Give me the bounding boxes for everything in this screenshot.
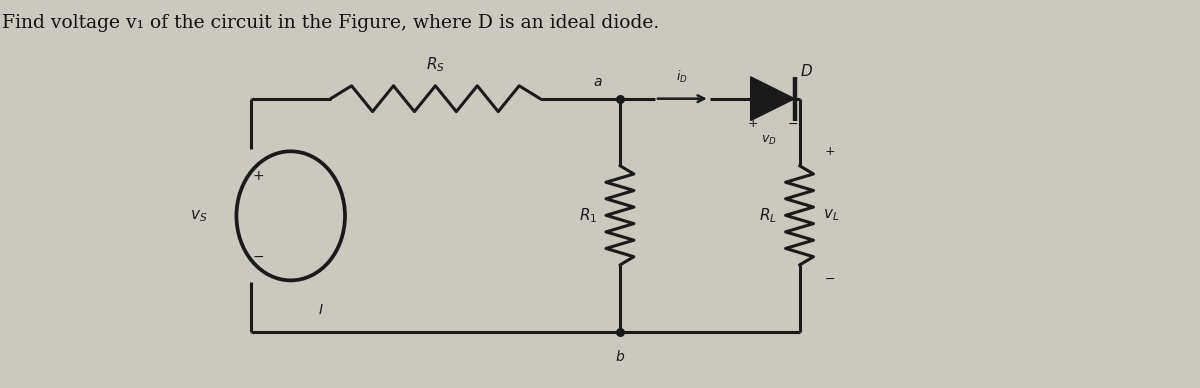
Text: $-$: $-$: [252, 249, 264, 263]
Text: $I$: $I$: [318, 303, 324, 317]
Text: $v_D$: $v_D$: [761, 134, 776, 147]
Text: $R_S$: $R_S$: [426, 55, 445, 74]
Text: $-$: $-$: [787, 117, 798, 130]
Text: $v_S$: $v_S$: [191, 208, 208, 224]
Text: $b$: $b$: [614, 349, 625, 364]
Text: $D$: $D$: [799, 63, 812, 79]
Text: $+$: $+$: [824, 145, 835, 158]
Text: $-$: $-$: [824, 272, 835, 286]
Text: $v_L$: $v_L$: [823, 208, 840, 223]
Text: $i_D$: $i_D$: [677, 69, 689, 85]
Text: $+$: $+$: [252, 169, 264, 183]
Text: $R_1$: $R_1$: [578, 206, 598, 225]
Text: $R_L$: $R_L$: [758, 206, 776, 225]
Text: Find voltage v₁ of the circuit in the Figure, where D is an ideal diode.: Find voltage v₁ of the circuit in the Fi…: [2, 14, 660, 32]
Text: $+$: $+$: [748, 117, 758, 130]
Polygon shape: [751, 77, 794, 121]
Text: $a$: $a$: [593, 75, 602, 89]
